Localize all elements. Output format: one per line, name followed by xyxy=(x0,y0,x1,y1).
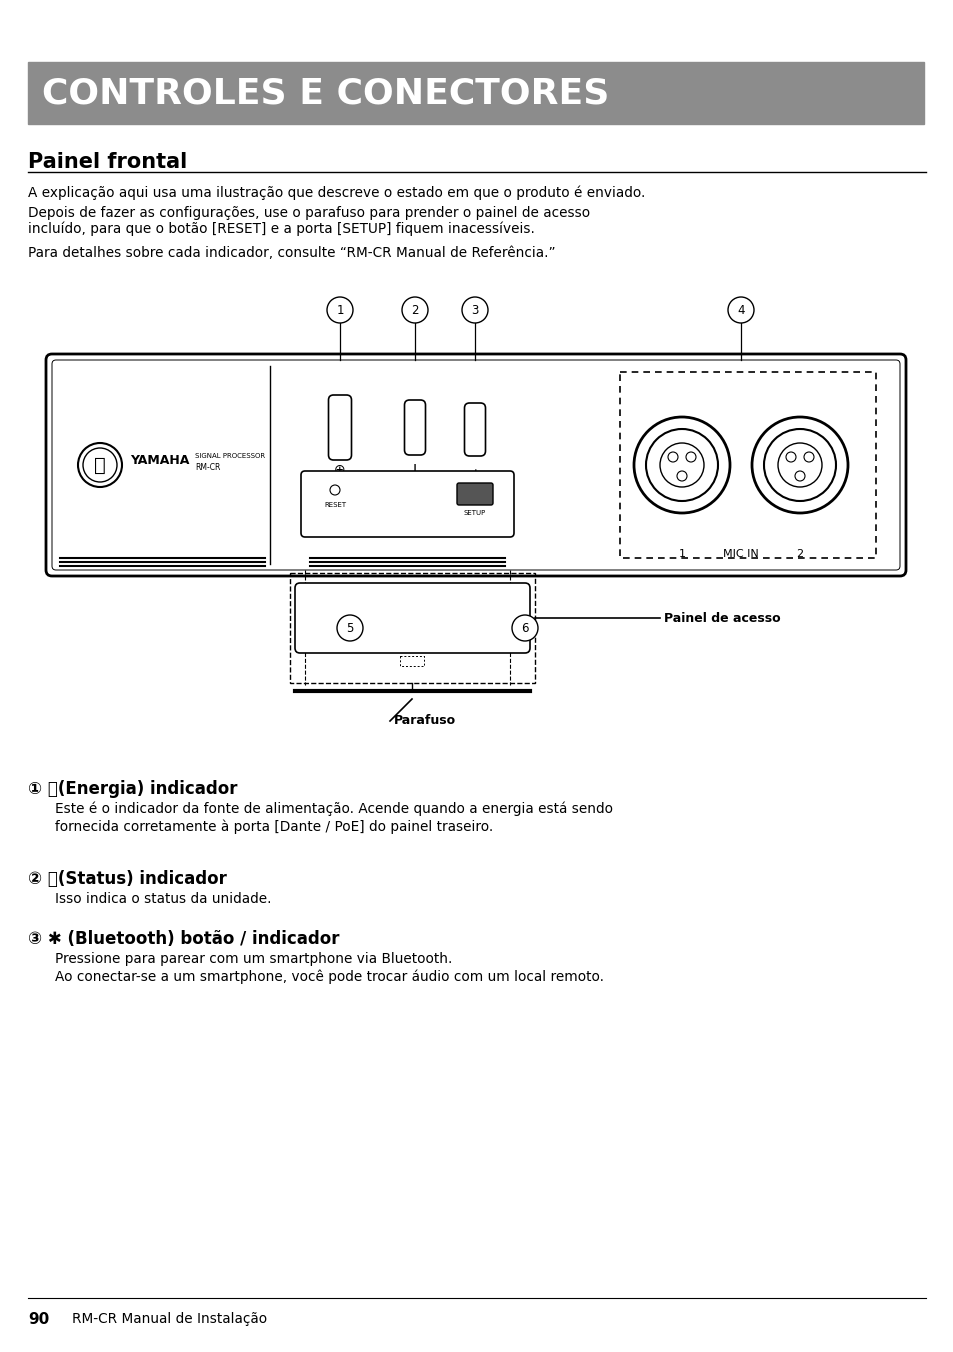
Text: 1: 1 xyxy=(335,303,343,316)
Circle shape xyxy=(803,452,813,462)
Circle shape xyxy=(778,443,821,487)
FancyBboxPatch shape xyxy=(294,583,530,653)
Text: 3: 3 xyxy=(471,303,478,316)
Circle shape xyxy=(763,429,835,502)
Text: RM-CR: RM-CR xyxy=(194,462,220,472)
Text: CONTROLES E CONECTORES: CONTROLES E CONECTORES xyxy=(42,76,609,110)
Text: 2: 2 xyxy=(796,549,802,558)
Text: 5: 5 xyxy=(346,622,354,634)
Text: MIC IN: MIC IN xyxy=(722,549,758,558)
Text: Ao conectar-se a um smartphone, você pode trocar áudio com um local remoto.: Ao conectar-se a um smartphone, você pod… xyxy=(55,969,603,984)
Circle shape xyxy=(659,443,703,487)
Text: ∗: ∗ xyxy=(469,466,480,481)
Text: 2: 2 xyxy=(411,303,418,316)
Circle shape xyxy=(751,416,847,512)
Text: Este é o indicador da fonte de alimentação. Acende quando a energia está sendo: Este é o indicador da fonte de alimentaç… xyxy=(55,802,613,817)
Text: ② ！(Status) indicador: ② ！(Status) indicador xyxy=(28,869,227,888)
Text: Isso indica o status da unidade.: Isso indica o status da unidade. xyxy=(55,892,272,906)
Bar xyxy=(28,62,923,124)
Circle shape xyxy=(785,452,795,462)
Circle shape xyxy=(83,448,117,483)
Circle shape xyxy=(336,615,363,641)
Circle shape xyxy=(461,297,488,323)
Text: incluído, para que o botão [RESET] e a porta [SETUP] fiquem inacessíveis.: incluído, para que o botão [RESET] e a p… xyxy=(28,222,535,237)
Text: Depois de fazer as configurações, use o parafuso para prender o painel de acesso: Depois de fazer as configurações, use o … xyxy=(28,206,590,220)
Circle shape xyxy=(645,429,718,502)
Text: 1: 1 xyxy=(678,549,685,558)
Circle shape xyxy=(677,470,686,481)
Text: SIGNAL PROCESSOR: SIGNAL PROCESSOR xyxy=(194,453,265,458)
Text: Parafuso: Parafuso xyxy=(394,714,456,727)
Circle shape xyxy=(327,297,353,323)
Bar xyxy=(290,573,535,683)
Bar xyxy=(619,372,875,558)
Circle shape xyxy=(634,416,729,512)
FancyBboxPatch shape xyxy=(52,360,899,571)
Text: A explicação aqui usa uma ilustração que descreve o estado em que o produto é en: A explicação aqui usa uma ilustração que… xyxy=(28,187,644,200)
Circle shape xyxy=(667,452,678,462)
Circle shape xyxy=(401,297,428,323)
Circle shape xyxy=(794,470,804,481)
Text: RM-CR Manual de Instalação: RM-CR Manual de Instalação xyxy=(71,1311,267,1326)
Text: ① ⓟ(Energia) indicador: ① ⓟ(Energia) indicador xyxy=(28,780,237,798)
FancyBboxPatch shape xyxy=(46,354,905,576)
Circle shape xyxy=(685,452,696,462)
Text: fornecida corretamente à porta [Dante / PoE] do painel traseiro.: fornecida corretamente à porta [Dante / … xyxy=(55,821,493,834)
Text: RESET: RESET xyxy=(324,502,346,508)
FancyBboxPatch shape xyxy=(328,395,351,460)
Text: Pressione para parear com um smartphone via Bluetooth.: Pressione para parear com um smartphone … xyxy=(55,952,452,965)
Text: Painel de acesso: Painel de acesso xyxy=(663,611,780,625)
FancyBboxPatch shape xyxy=(456,483,493,506)
Circle shape xyxy=(727,297,753,323)
Text: ③ ✱ (Bluetooth) botão / indicador: ③ ✱ (Bluetooth) botão / indicador xyxy=(28,930,339,948)
Text: 90: 90 xyxy=(28,1311,50,1328)
Text: 6: 6 xyxy=(520,622,528,634)
FancyBboxPatch shape xyxy=(404,400,425,456)
Text: 4: 4 xyxy=(737,303,744,316)
FancyBboxPatch shape xyxy=(301,470,514,537)
FancyBboxPatch shape xyxy=(464,403,485,456)
Circle shape xyxy=(330,485,339,495)
Bar xyxy=(399,656,423,667)
Text: !: ! xyxy=(412,465,417,480)
Text: YAMAHA: YAMAHA xyxy=(130,454,190,468)
Circle shape xyxy=(78,443,122,487)
Text: Ⓨ: Ⓨ xyxy=(94,456,106,475)
Text: SETUP: SETUP xyxy=(463,510,486,516)
Text: Painel frontal: Painel frontal xyxy=(28,151,187,172)
Text: Para detalhes sobre cada indicador, consulte “RM-CR Manual de Referência.”: Para detalhes sobre cada indicador, cons… xyxy=(28,246,555,260)
Text: ⊕: ⊕ xyxy=(334,462,345,477)
Circle shape xyxy=(512,615,537,641)
